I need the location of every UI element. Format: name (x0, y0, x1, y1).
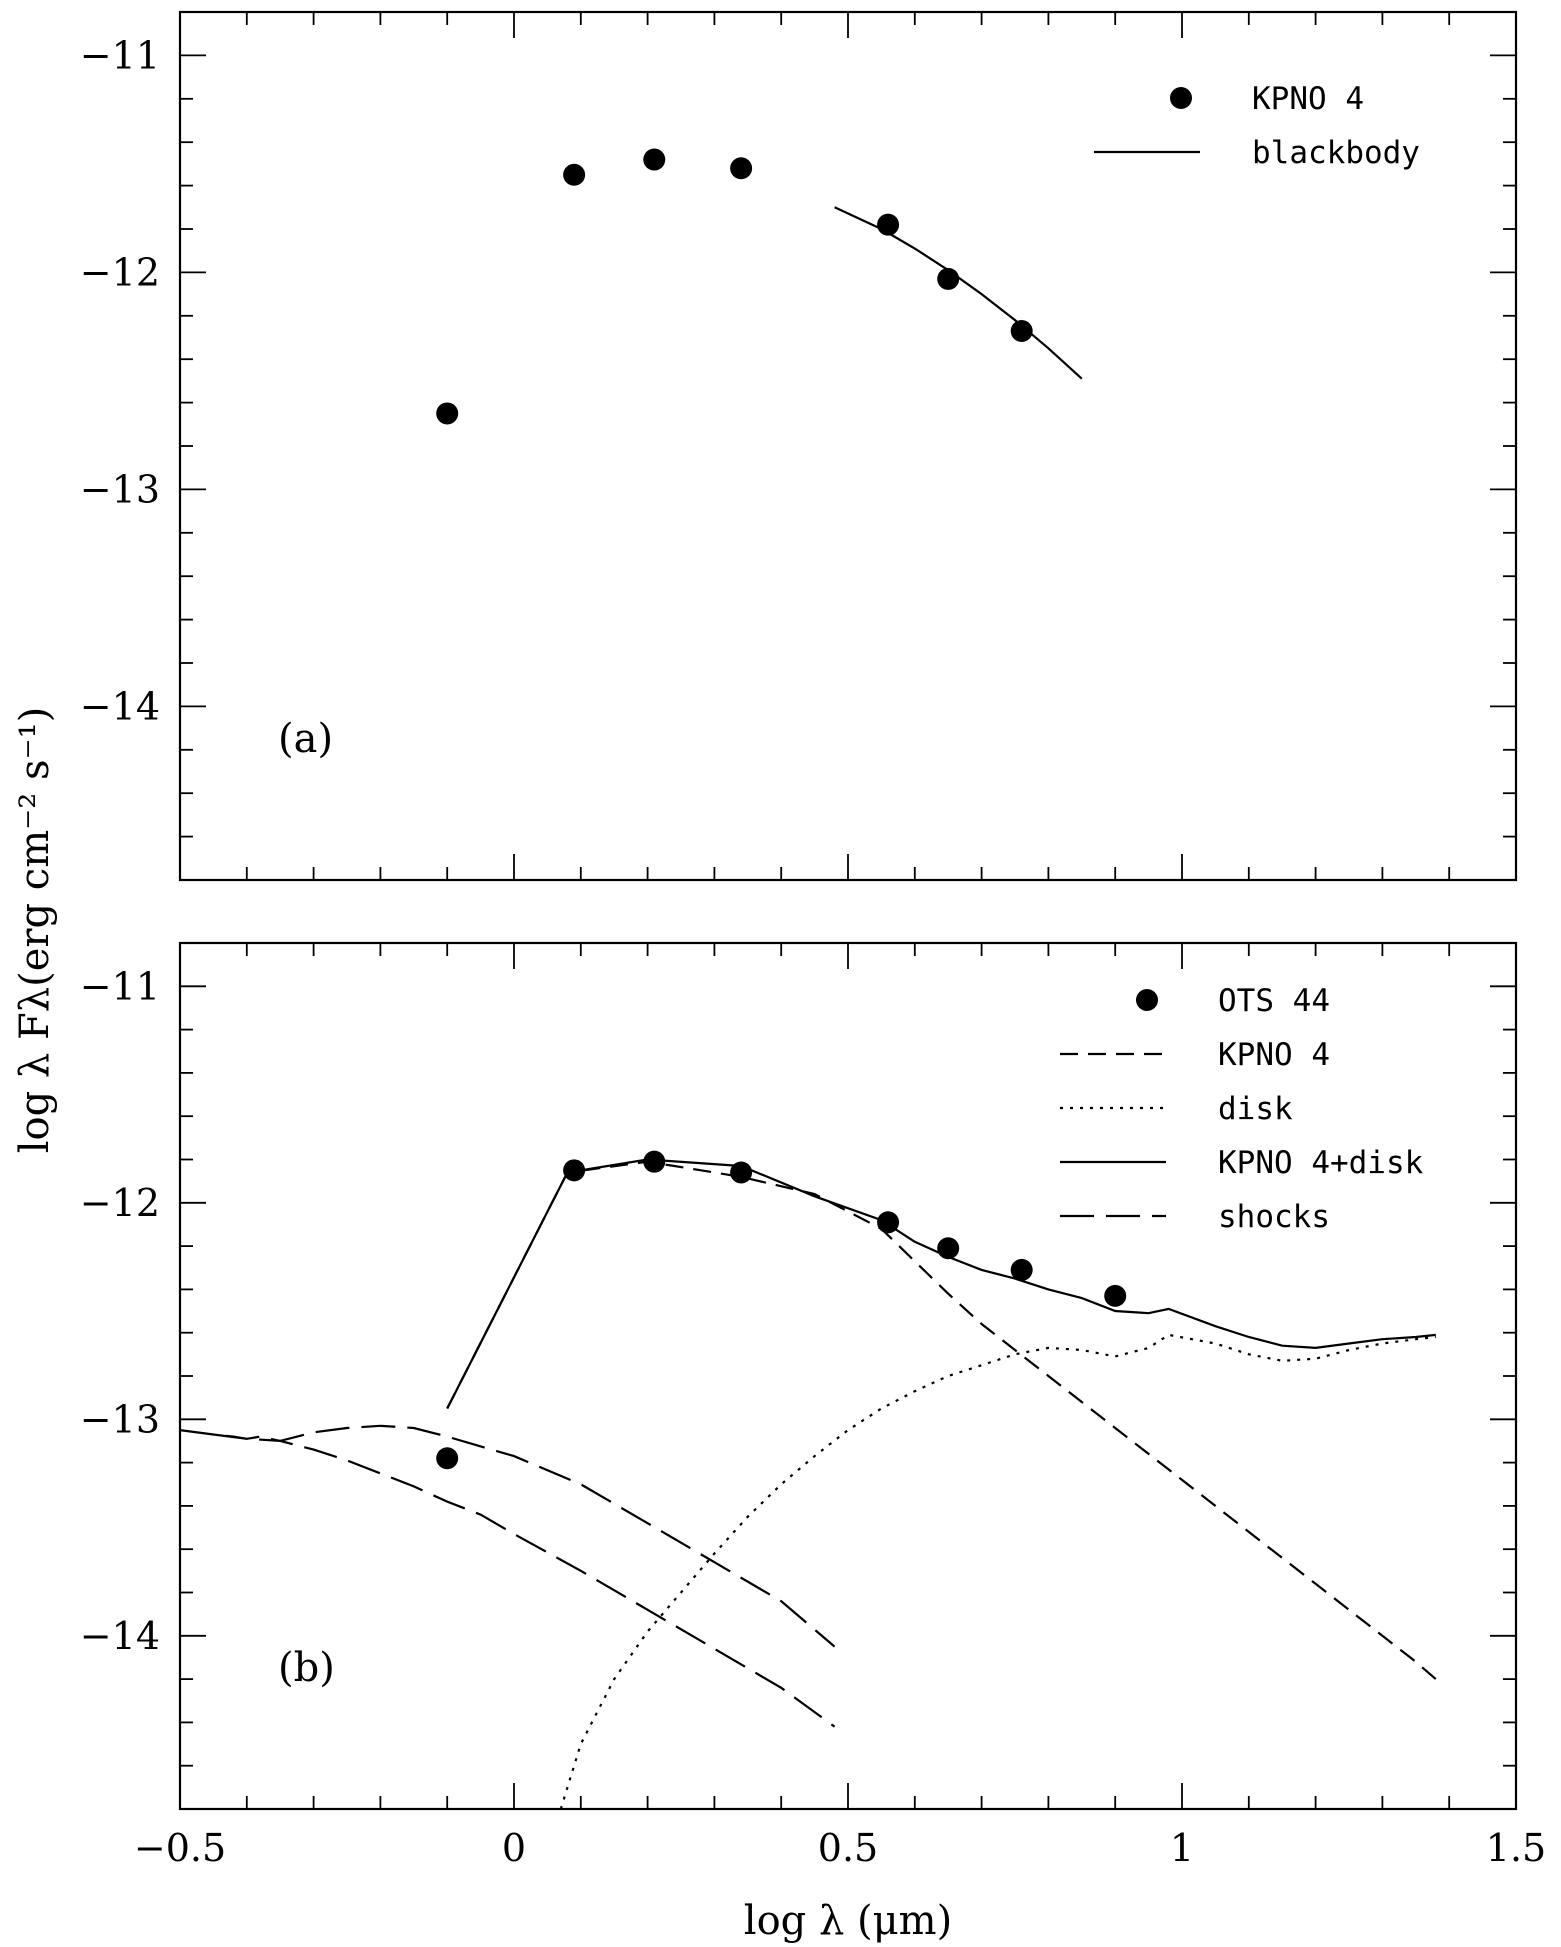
data-point (730, 157, 753, 180)
legend-label: KPNO 4 (1218, 1037, 1330, 1073)
data-point (563, 163, 586, 186)
legend-label: disk (1218, 1091, 1293, 1127)
panel-a: −14 −13 −12 −11 (a) KPNO 4 blackbody (80, 10, 1518, 882)
data-point (436, 1447, 459, 1470)
data-point (436, 402, 459, 425)
legend-marker (1170, 87, 1192, 109)
series-line-solid (446, 1158, 1436, 1409)
data-point (1010, 1258, 1033, 1281)
data-point (1010, 319, 1033, 342)
legend-marker (1136, 989, 1158, 1011)
x-tick-label: −0.5 (134, 1826, 226, 1870)
x-tick-label: 0 (502, 1826, 526, 1870)
y-tick-label: −14 (80, 684, 160, 728)
y-tick-label: −11 (80, 964, 160, 1008)
series-line-dotted (559, 1333, 1436, 1810)
series-line-long-dashed (179, 1424, 836, 1648)
axis-labels: log λ (μm) log λ Fλ(erg cm⁻² s⁻¹) (12, 707, 952, 1944)
y-tick-label: −13 (80, 1397, 160, 1441)
series-line-dashed (446, 1160, 1437, 1680)
panel-b: −14 −13 −12 −11 −0.5 0 0.5 1 1.5 (b) OTS 44 KPNO 4 d… (80, 941, 1546, 1870)
y-axis-label: log λ Fλ(erg cm⁻² s⁻¹) (12, 707, 58, 1154)
x-axis-label: log λ (μm) (744, 1898, 952, 1944)
legend-label: OTS 44 (1218, 983, 1330, 1019)
y-tick-label: −11 (80, 33, 160, 77)
y-tick-label: −13 (80, 467, 160, 511)
panel-label: (a) (278, 716, 333, 762)
legend-label: shocks (1218, 1199, 1330, 1235)
x-tick-label: 0.5 (818, 1826, 878, 1870)
y-tick-label: −14 (80, 1614, 160, 1658)
series-line-solid (834, 206, 1083, 380)
data-point (730, 1161, 753, 1184)
legend-label: KPNO 4+disk (1218, 1145, 1424, 1181)
panel-label: (b) (278, 1645, 335, 1691)
legend-label: blackbody (1252, 135, 1420, 171)
legend-label: KPNO 4 (1252, 81, 1364, 117)
series-line-long-dashed (213, 1433, 836, 1728)
x-tick-label: 1 (1170, 1826, 1194, 1870)
y-tick-label: −12 (80, 1181, 160, 1225)
x-tick-label: 1.5 (1486, 1826, 1546, 1870)
data-point (643, 148, 666, 171)
data-point (1104, 1284, 1127, 1307)
y-tick-label: −12 (80, 250, 160, 294)
